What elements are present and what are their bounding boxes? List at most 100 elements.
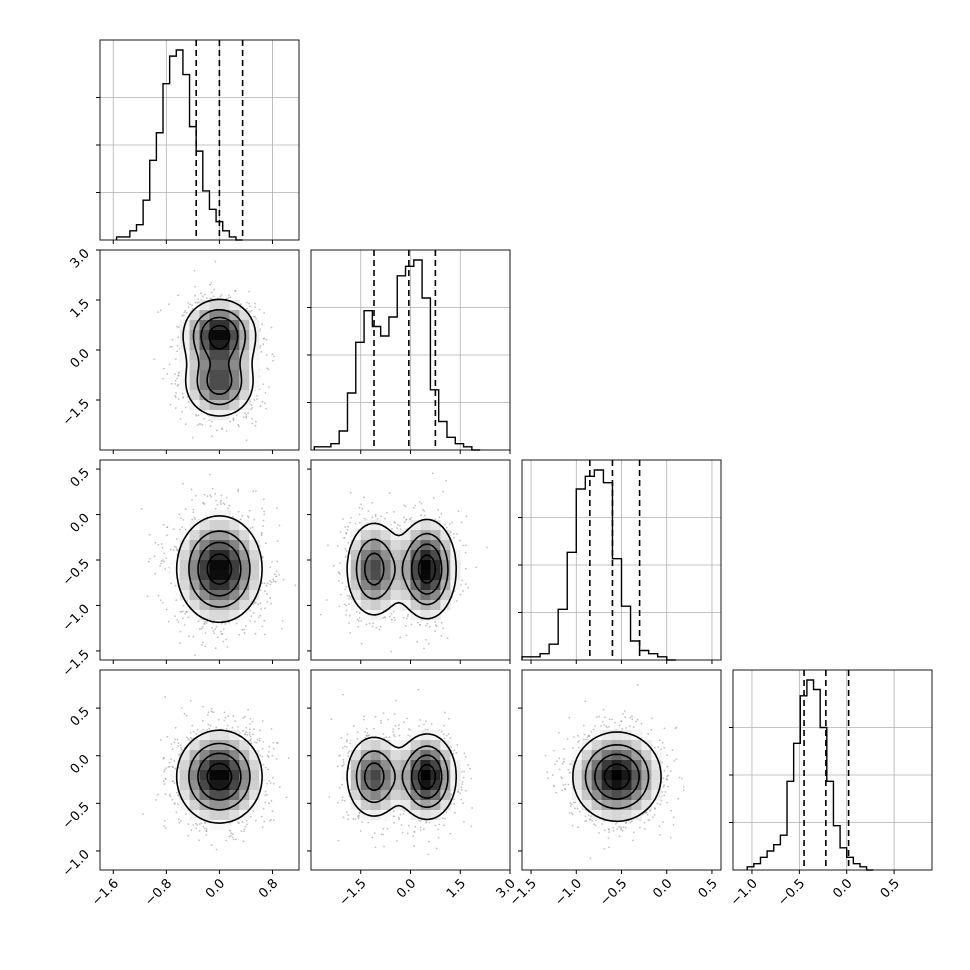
scatter-point <box>345 532 348 535</box>
density-cell <box>410 800 421 811</box>
density-cell <box>571 770 582 781</box>
scatter-point <box>164 696 167 698</box>
scatter-point <box>434 621 436 623</box>
scatter-point <box>547 777 549 779</box>
scatter-point <box>445 526 448 529</box>
scatter-point <box>636 684 639 686</box>
scatter-point <box>618 835 621 838</box>
scatter-point <box>149 557 151 560</box>
scatter-point <box>666 765 669 768</box>
scatter-point <box>260 608 262 610</box>
scatter-point <box>348 603 350 606</box>
scatter-point <box>358 617 361 619</box>
scatter-point <box>250 404 253 407</box>
scatter-point <box>347 755 350 758</box>
scatter-point <box>347 752 350 754</box>
density-cell <box>249 590 260 601</box>
scatter-point <box>419 820 422 822</box>
density-cell <box>400 790 411 801</box>
scatter-point <box>214 507 217 510</box>
density-cell <box>249 770 260 781</box>
scatter-point <box>577 826 579 829</box>
density-cell <box>179 570 190 581</box>
scatter-point <box>203 417 205 420</box>
scatter-point <box>260 531 263 534</box>
scatter-point <box>177 745 180 747</box>
scatter-point <box>598 715 600 718</box>
density-cell <box>380 530 391 541</box>
density-cell <box>219 730 230 741</box>
scatter-point <box>569 771 571 774</box>
scatter-point <box>620 828 622 831</box>
scatter-point <box>400 824 403 826</box>
density-cell <box>591 790 602 801</box>
scatter-point <box>167 620 170 623</box>
scatter-point <box>189 736 192 739</box>
scatter-point <box>168 761 171 764</box>
scatter-point <box>672 824 675 826</box>
scatter-point <box>225 430 228 432</box>
scatter-point <box>393 521 396 524</box>
density-cell <box>169 770 180 781</box>
scatter-point <box>216 636 219 639</box>
scatter-point <box>677 797 679 800</box>
scatter-point <box>170 582 173 585</box>
scatter-point <box>379 625 382 628</box>
density-cell <box>641 770 652 781</box>
scatter-point <box>357 814 360 817</box>
scatter-point <box>222 628 225 631</box>
scatter-point <box>248 509 251 512</box>
scatter-point <box>171 345 173 348</box>
scatter-point <box>402 813 405 815</box>
scatter-point <box>356 618 359 621</box>
density-cell <box>420 530 431 541</box>
scatter-point <box>244 733 247 736</box>
scatter-point <box>184 309 187 312</box>
scatter-point <box>606 726 608 729</box>
scatter-point <box>200 627 203 630</box>
scatter-point <box>336 765 339 768</box>
contour-level-1 <box>355 745 449 808</box>
scatter-point <box>342 764 345 766</box>
density-cell <box>440 770 451 781</box>
scatter-point <box>184 612 187 615</box>
scatter-point <box>175 599 178 601</box>
scatter-point <box>343 745 346 748</box>
scatter-point <box>586 736 589 739</box>
panel-frame <box>521 459 722 661</box>
density-cell <box>611 760 622 771</box>
scatter-point <box>437 836 440 839</box>
scatter-point <box>176 344 179 347</box>
scatter-point <box>447 717 450 720</box>
scatter-point <box>171 798 174 801</box>
x-tick-label: 1.5 <box>444 876 469 901</box>
x-tick-label: 0.0 <box>650 876 675 901</box>
scatter-point <box>380 722 382 724</box>
scatter-point <box>254 316 257 318</box>
scatter-point <box>447 733 450 735</box>
density-cell <box>430 520 441 531</box>
density-cell <box>370 570 381 581</box>
scatter-point <box>259 589 262 591</box>
scatter-point <box>177 818 180 821</box>
scatter-point <box>210 291 213 294</box>
scatter-point <box>556 760 558 762</box>
scatter-point <box>287 757 290 760</box>
scatter-point <box>604 716 606 718</box>
scatter-point <box>327 544 329 547</box>
density-cell <box>229 730 240 741</box>
scatter-point <box>657 746 660 748</box>
scatter-point <box>388 615 391 618</box>
scatter-point <box>339 787 341 789</box>
scatter-point <box>393 510 395 513</box>
scatter-point <box>462 776 465 779</box>
scatter-point <box>187 306 190 308</box>
scatter-point <box>346 528 349 531</box>
scatter-point <box>408 518 411 520</box>
scatter-point <box>394 619 396 622</box>
scatter-point <box>569 802 572 804</box>
scatter-point <box>275 507 278 509</box>
scatter-point <box>211 435 214 438</box>
density-cell <box>189 350 200 361</box>
density-cell <box>209 600 220 611</box>
